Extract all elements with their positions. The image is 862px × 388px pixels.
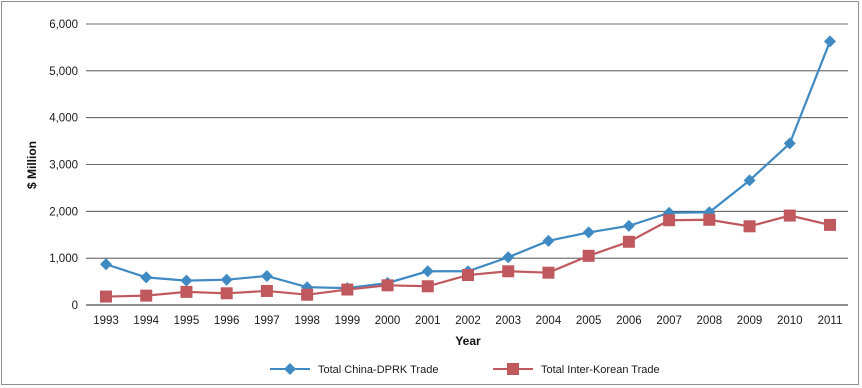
gridlines (86, 23, 848, 259)
y-tick-label: 2,000 (49, 206, 78, 218)
data-point-diamond (743, 174, 756, 187)
x-tick-label: 1995 (174, 315, 200, 327)
y-tick-label: 1,000 (49, 253, 78, 265)
y-axis-title: $ Million (25, 141, 39, 189)
data-point-square (381, 279, 394, 292)
x-tick-label: 2009 (737, 315, 763, 327)
data-point-square (743, 220, 756, 233)
legend-item-china-dprk: Total China-DPRK Trade (270, 363, 438, 376)
data-point-diamond (622, 219, 635, 232)
x-tick-label: 1997 (254, 315, 280, 327)
x-axis-title: Year (455, 334, 481, 348)
data-point-diamond (140, 271, 153, 284)
data-point-square (663, 214, 676, 227)
data-point-diamond (421, 265, 434, 278)
data-point-square (462, 269, 474, 282)
legend: Total China-DPRK Trade Total Inter-Korea… (270, 363, 660, 376)
x-tick-label: 1996 (214, 315, 240, 327)
x-tick-label: 2010 (777, 315, 803, 327)
series-line-inter-korean (105, 214, 831, 298)
x-tick-label: 1999 (335, 315, 361, 327)
y-tick-labels: 0 1,000 2,000 3,000 4,000 5,000 6,000 (49, 19, 78, 312)
data-point-diamond (502, 251, 515, 264)
data-point-diamond (824, 35, 836, 48)
y-tick-label: 4,000 (49, 113, 78, 125)
legend-item-inter-korean: Total Inter-Korean Trade (493, 363, 660, 376)
x-tick-label: 2007 (656, 315, 682, 327)
data-point-square (220, 287, 233, 300)
data-point-diamond (100, 258, 112, 271)
data-point-square (703, 213, 716, 226)
legend-diamond-marker (284, 363, 296, 375)
data-point-square (582, 249, 595, 262)
x-tick-label: 2008 (697, 315, 723, 327)
legend-square-marker (507, 363, 519, 375)
data-point-square (341, 283, 354, 296)
x-tick-label: 2004 (536, 315, 562, 327)
x-tick-label: 2002 (455, 315, 481, 327)
data-point-diamond (180, 274, 193, 287)
data-point-square (502, 265, 515, 278)
x-tick-label: 2001 (415, 315, 441, 327)
y-tick-label: 5,000 (49, 66, 78, 78)
data-point-diamond (542, 234, 555, 247)
data-point-diamond (260, 269, 273, 282)
data-point-diamond (220, 273, 233, 286)
x-tick-label: 2005 (576, 315, 602, 327)
data-point-diamond (783, 137, 796, 150)
y-tick-label: 3,000 (49, 160, 78, 172)
series-group (100, 35, 836, 303)
x-tick-labels: 1993 1994 1995 1996 1997 1998 1999 2000 2001 2002… (93, 315, 842, 327)
data-point-square (100, 290, 112, 303)
data-point-square (622, 235, 635, 248)
data-point-square (260, 284, 273, 297)
x-tick-label: 2003 (495, 315, 521, 327)
data-point-square (180, 285, 193, 298)
x-tick-label: 1993 (93, 315, 119, 327)
data-point-square (783, 209, 796, 222)
data-point-square (542, 266, 555, 279)
x-tick-label: 1998 (294, 315, 320, 327)
data-point-square (140, 289, 153, 302)
data-point-square (301, 288, 314, 301)
y-tick-label: 0 (72, 300, 78, 312)
legend-label-inter-korean: Total Inter-Korean Trade (541, 364, 660, 376)
data-point-square (824, 218, 836, 231)
x-tick-label: 1994 (133, 315, 159, 327)
x-tick-label: 2011 (818, 315, 843, 327)
x-tick-label: 2006 (616, 315, 642, 327)
x-tick-label: 2000 (375, 315, 401, 327)
legend-label-china-dprk: Total China-DPRK Trade (318, 364, 438, 376)
data-point-diamond (582, 226, 595, 239)
y-tick-label: 6,000 (49, 19, 78, 31)
data-point-square (421, 280, 434, 293)
